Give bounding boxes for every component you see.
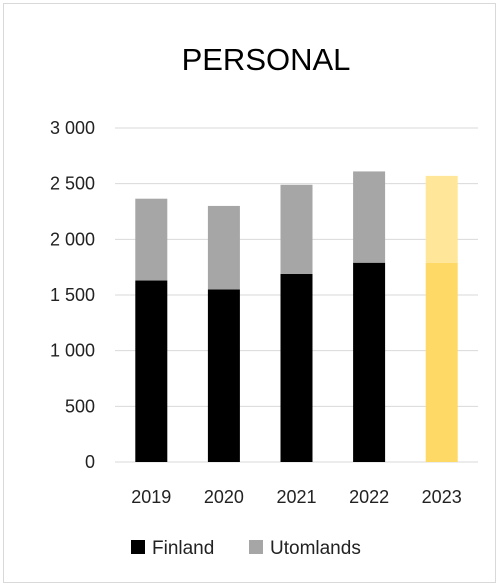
bars [135, 171, 458, 462]
bar-utomlands-2019 [135, 198, 168, 281]
bar-utomlands-2021 [280, 184, 313, 274]
legend-swatch-utomlands [249, 540, 263, 554]
chart-title: PERSONAL [182, 42, 351, 77]
bar-finland-2020 [207, 289, 240, 462]
x-tick-label: 2022 [349, 487, 389, 507]
legend-label-utomlands: Utomlands [270, 538, 361, 559]
bar-utomlands-2023 [425, 175, 458, 263]
bar-utomlands-2022 [353, 171, 386, 263]
bar-finland-2022 [353, 262, 386, 462]
y-tick-label: 1 500 [50, 285, 95, 305]
y-tick-label: 3 000 [50, 118, 95, 138]
y-tick-label: 0 [85, 452, 95, 472]
y-tick-label: 2 000 [50, 229, 95, 249]
legend-label-finland: Finland [152, 538, 214, 559]
x-tick-label: 2023 [422, 487, 462, 507]
x-tick-label: 2020 [204, 487, 244, 507]
legend-swatch-finland [131, 540, 145, 554]
bar-finland-2021 [280, 273, 313, 462]
y-axis-ticks: 0 500 1 000 1 500 2 000 2 500 3 000 [50, 118, 95, 472]
x-axis-ticks: 2019 2020 2021 2022 2023 [131, 487, 461, 507]
bar-finland-2019 [135, 280, 168, 462]
x-tick-label: 2019 [131, 487, 171, 507]
x-tick-label: 2021 [276, 487, 316, 507]
y-tick-label: 2 500 [50, 174, 95, 194]
bar-utomlands-2020 [207, 205, 240, 290]
legend: Finland Utomlands [131, 538, 361, 559]
y-tick-label: 500 [65, 396, 95, 416]
chart-frame [3, 3, 496, 583]
bar-finland-2023 [425, 262, 458, 462]
y-tick-label: 1 000 [50, 341, 95, 361]
